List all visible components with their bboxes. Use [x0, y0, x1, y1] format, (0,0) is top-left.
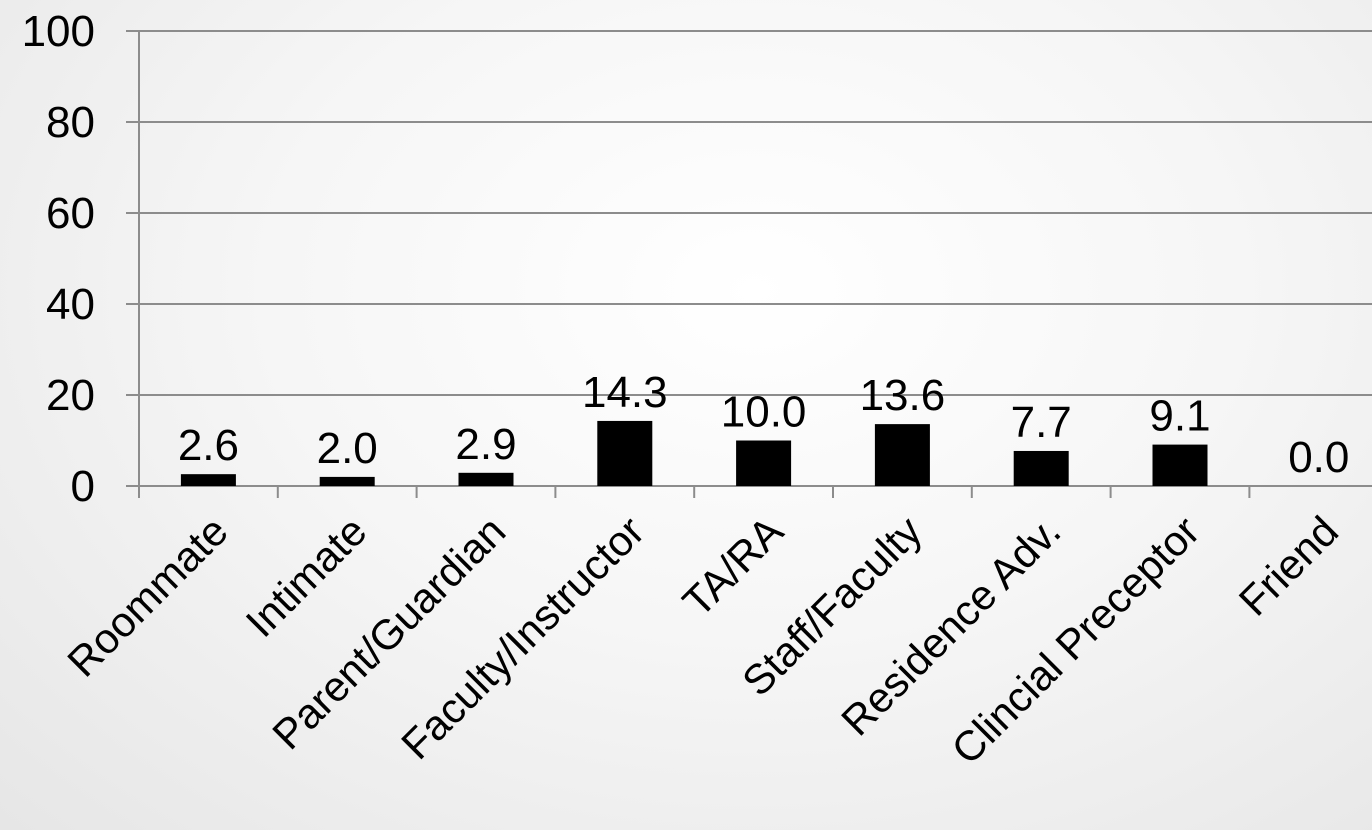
category-label: Parent/Guardian	[263, 507, 514, 758]
data-label: 2.9	[455, 420, 516, 469]
data-label: 10.0	[721, 388, 807, 437]
bar	[319, 476, 375, 486]
data-labels: 2.6 2.0 2.9 14.3 10.0 13.6 7.7 9.1 0.0	[178, 368, 1350, 482]
bar	[597, 420, 653, 486]
bar	[874, 424, 930, 486]
y-tick-label: 0	[71, 462, 95, 511]
bar	[458, 472, 514, 486]
data-label: 7.7	[1011, 398, 1072, 447]
bar	[180, 474, 236, 486]
bars	[180, 420, 1208, 486]
y-tick-label: 60	[46, 189, 95, 238]
data-label: 14.3	[582, 368, 668, 417]
bar	[1152, 444, 1208, 486]
data-label: 2.6	[178, 421, 239, 470]
bar	[1013, 450, 1069, 486]
category-label: TA/RA	[673, 507, 791, 625]
data-label: 13.6	[860, 371, 946, 420]
y-tick-labels: 0 20 40 60 80 100	[22, 7, 95, 511]
category-label: Friend	[1230, 507, 1347, 624]
y-tick-label: 100	[22, 7, 95, 56]
gridlines	[126, 30, 1372, 396]
category-label: Faculty/Instructor	[392, 507, 653, 768]
bar	[736, 440, 792, 486]
category-labels: Roommate IntimateParent/GuardianFaculty/I…	[58, 507, 1347, 773]
category-label: Clincial Preceptor	[942, 507, 1208, 773]
category-label: Intimate	[237, 507, 376, 646]
y-tick-label: 80	[46, 98, 95, 147]
y-tick-label: 40	[46, 280, 95, 329]
x-tick-marks	[138, 486, 1251, 498]
category-label: Roommate	[58, 507, 236, 685]
data-label: 2.0	[317, 424, 378, 473]
y-tick-label: 20	[46, 371, 95, 420]
data-label: 9.1	[1149, 392, 1210, 441]
data-label: 0.0	[1288, 433, 1349, 482]
